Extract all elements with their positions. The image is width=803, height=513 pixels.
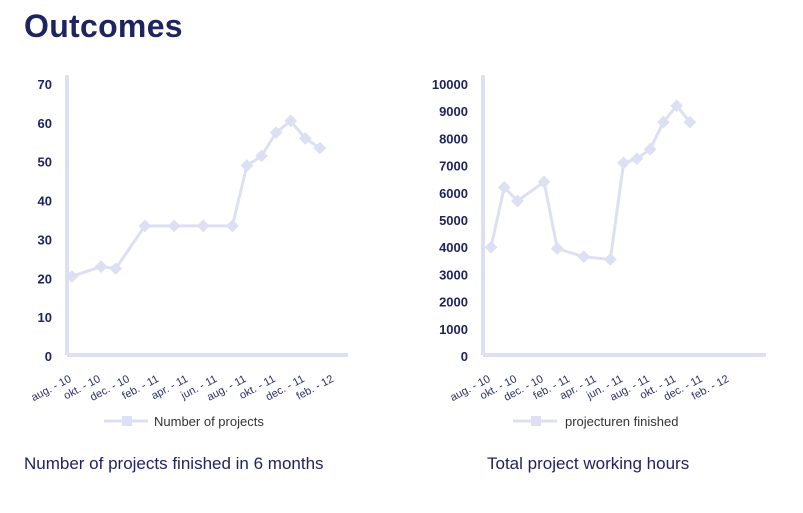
chart-caption-projects: Number of projects finished in 6 months bbox=[24, 454, 324, 473]
data-point-marker bbox=[240, 159, 254, 172]
data-point-marker bbox=[255, 149, 268, 163]
y-tick-label: 50 bbox=[38, 155, 52, 170]
data-point-marker bbox=[284, 114, 298, 128]
y-tick-label: 10000 bbox=[432, 77, 468, 92]
y-tick-label: 8000 bbox=[439, 131, 468, 146]
data-point-marker bbox=[94, 260, 108, 273]
y-tick-label: 2000 bbox=[439, 295, 468, 310]
data-point-marker bbox=[298, 132, 312, 145]
data-point-marker bbox=[109, 262, 123, 275]
page-title: Outcomes bbox=[24, 8, 183, 44]
y-tick-label: 6000 bbox=[439, 186, 468, 201]
data-point-marker bbox=[603, 253, 617, 266]
y-tick-label: 0 bbox=[461, 349, 468, 364]
series-line bbox=[489, 104, 692, 261]
data-point-marker bbox=[65, 269, 79, 283]
data-point-marker bbox=[167, 219, 181, 233]
y-tick-label: 70 bbox=[38, 77, 52, 92]
chart-caption-hours: Total project working hours bbox=[487, 454, 690, 473]
legend-marker bbox=[531, 416, 541, 426]
y-tick-label: 4000 bbox=[439, 240, 468, 255]
data-point-marker bbox=[484, 240, 498, 254]
data-point-marker bbox=[313, 141, 327, 155]
data-point-marker bbox=[497, 180, 511, 194]
data-point-marker bbox=[196, 219, 210, 233]
y-tick-label: 3000 bbox=[439, 267, 468, 282]
data-point-marker bbox=[577, 250, 591, 264]
y-tick-label: 5000 bbox=[439, 213, 468, 228]
y-tick-label: 10 bbox=[38, 310, 52, 325]
data-point-marker bbox=[226, 219, 239, 233]
data-point-marker bbox=[550, 242, 564, 255]
y-tick-label: 40 bbox=[38, 194, 52, 209]
legend-marker bbox=[122, 416, 132, 426]
y-tick-label: 60 bbox=[38, 116, 52, 131]
y-tick-label: 7000 bbox=[439, 159, 468, 174]
legend-label: Number of projects bbox=[154, 414, 264, 429]
data-point-marker bbox=[138, 219, 152, 233]
y-tick-label: 30 bbox=[38, 232, 52, 247]
y-tick-label: 20 bbox=[38, 271, 52, 286]
series-line bbox=[71, 119, 321, 278]
y-tick-label: 9000 bbox=[439, 104, 468, 119]
legend-label: projecturen finished bbox=[565, 414, 678, 429]
y-tick-label: 0 bbox=[45, 349, 52, 364]
data-point-marker bbox=[617, 156, 630, 170]
data-point-marker bbox=[269, 126, 283, 139]
y-tick-label: 1000 bbox=[439, 322, 468, 337]
